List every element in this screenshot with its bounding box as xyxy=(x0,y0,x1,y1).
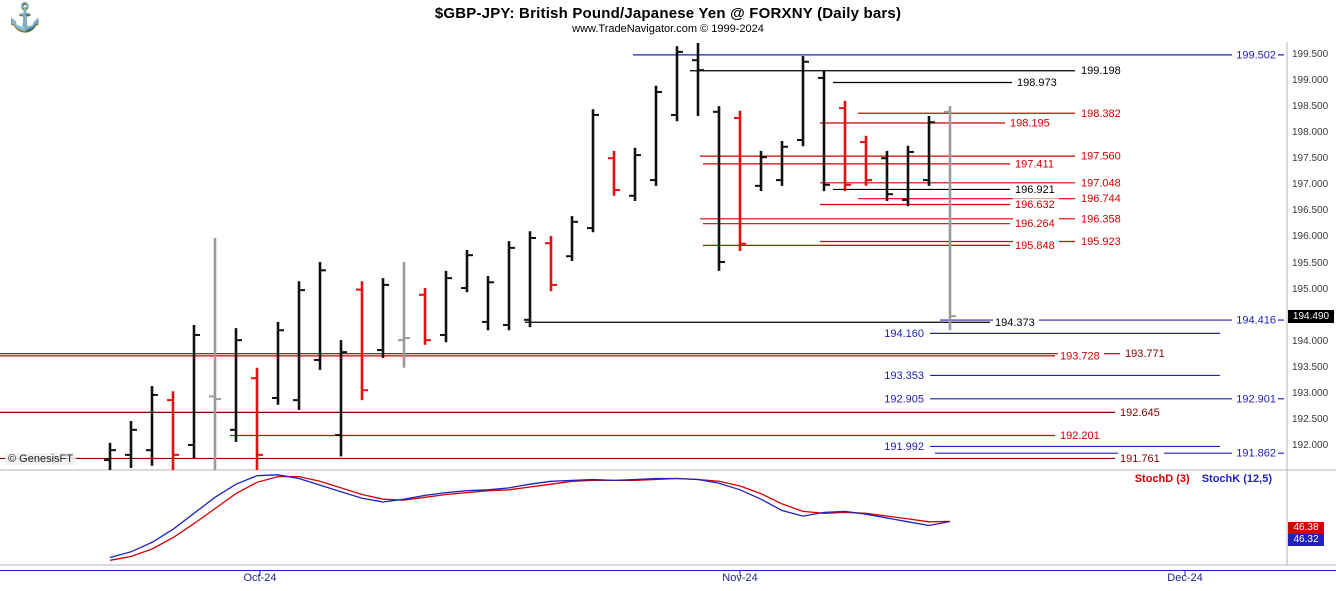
price-level-label-bg xyxy=(1232,48,1278,61)
price-level-label-bg xyxy=(1118,406,1164,419)
price-level-label-bg xyxy=(880,369,926,382)
price-level-label-bg xyxy=(1079,107,1125,120)
chart-header: ⚓ $GBP-JPY: British Pound/Japanese Yen @… xyxy=(0,0,1336,42)
price-level-label: 192.645 xyxy=(1120,407,1160,419)
price-level-label-bg xyxy=(1013,217,1059,230)
price-level-label: 193.728 xyxy=(1060,350,1100,362)
price-level-label-bg xyxy=(880,440,926,453)
price-level-label-bg xyxy=(1079,212,1125,225)
stochd-value-box: 46.38 xyxy=(1288,522,1324,534)
stochk-value-box: 46.32 xyxy=(1288,534,1324,546)
current-price-box: 194.490 xyxy=(1288,310,1334,323)
genesisft-watermark: © GenesisFT xyxy=(5,453,76,465)
price-level-label-bg xyxy=(1013,239,1059,252)
stochd-legend-label[interactable]: StochD (3) xyxy=(1134,473,1190,485)
price-level-label: 198.973 xyxy=(1017,77,1057,89)
price-level-label-bg xyxy=(1118,452,1164,465)
price-level-label: 196.358 xyxy=(1081,213,1121,225)
stochd-line xyxy=(109,475,951,561)
indicator-legend: StochD (3) StochK (12,5) xyxy=(1135,473,1272,485)
chart-subtitle: www.TradeNavigator.com © 1999-2024 xyxy=(572,23,764,35)
price-level-label: 195.923 xyxy=(1081,236,1121,248)
price-level-label: 191.992 xyxy=(884,441,924,453)
price-level-label-bg xyxy=(1079,235,1125,248)
price-level-label-bg xyxy=(1015,76,1061,89)
price-level-label-bg xyxy=(1079,176,1125,189)
stochk-line xyxy=(109,474,951,559)
price-level-label-bg xyxy=(1232,392,1278,405)
price-level-label: 194.160 xyxy=(884,328,924,340)
price-level-label-bg xyxy=(1058,349,1104,362)
price-level-label-bg xyxy=(1013,198,1059,211)
price-level-label-bg xyxy=(1079,192,1125,205)
price-level-label-bg xyxy=(1013,157,1059,170)
price-level-label: 198.195 xyxy=(1010,118,1050,130)
price-level-label: 197.048 xyxy=(1081,177,1121,189)
price-level-label-bg xyxy=(1058,429,1104,442)
price-level-label: 199.198 xyxy=(1081,65,1121,77)
price-level-label: 193.353 xyxy=(884,370,924,382)
chart-title: $GBP-JPY: British Pound/Japanese Yen @ F… xyxy=(434,5,902,22)
price-level-label: 197.411 xyxy=(1015,158,1054,170)
price-level-label-bg xyxy=(1232,447,1278,460)
price-level-label: 192.901 xyxy=(1236,393,1276,405)
stochk-legend-label[interactable]: StochK (12,5) xyxy=(1201,473,1272,485)
price-level-label: 194.373 xyxy=(995,317,1035,329)
price-level-label: 192.905 xyxy=(884,393,924,405)
genesis-anchor-logo-icon[interactable]: ⚓ xyxy=(8,2,42,32)
price-level-label: 196.921 xyxy=(1015,184,1055,196)
price-level-label-bg xyxy=(880,327,926,340)
price-level-label: 196.744 xyxy=(1081,193,1121,205)
price-level-label: 196.632 xyxy=(1015,199,1055,211)
price-level-label: 197.560 xyxy=(1081,151,1121,163)
price-level-label: 194.416 xyxy=(1236,315,1276,327)
price-level-label-bg xyxy=(1013,183,1059,196)
price-level-label-bg xyxy=(880,392,926,405)
price-level-label: 196.264 xyxy=(1015,218,1055,230)
price-level-label-bg xyxy=(1123,347,1169,360)
price-level-label-bg xyxy=(1079,150,1125,163)
price-level-label: 199.502 xyxy=(1236,49,1276,61)
price-level-label-bg xyxy=(993,316,1039,329)
price-level-label: 198.382 xyxy=(1081,108,1121,120)
price-level-label: 195.848 xyxy=(1015,240,1055,252)
price-level-label: 191.862 xyxy=(1236,448,1276,460)
price-level-label: 191.761 xyxy=(1120,453,1160,465)
price-level-label: 193.771 xyxy=(1125,348,1165,360)
price-level-label-bg xyxy=(1232,314,1278,327)
price-level-label-bg xyxy=(1008,117,1054,130)
price-level-label: 192.201 xyxy=(1060,430,1100,442)
price-level-label-bg xyxy=(1079,64,1125,77)
